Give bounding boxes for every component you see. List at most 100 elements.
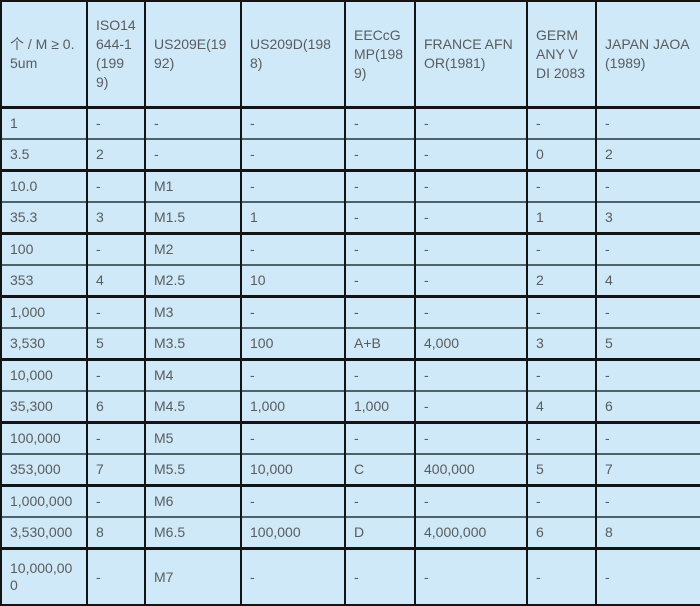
- table-cell: -: [595, 169, 700, 202]
- column-header-us209e: US209E(1992): [144, 0, 242, 109]
- table-cell: 400,000: [414, 453, 528, 486]
- table-cell: -: [240, 169, 346, 202]
- table-cell: -: [414, 138, 528, 171]
- column-header-eec-cgmp: EECcGMP(1989): [344, 0, 416, 109]
- table-cell: -: [414, 106, 528, 139]
- table-row: 353 4 M2.5 10- -2 4: [0, 264, 700, 297]
- table-cell: 1,000,000: [0, 484, 88, 517]
- table-cell: -: [240, 421, 346, 454]
- table-cell: 100: [0, 232, 88, 265]
- table-cell: -: [144, 138, 242, 171]
- table-cell: -: [86, 484, 146, 517]
- table-body: 1- - - - - - -3.5 2- - - -0 2 10.0- M1- - - - -35.3 3 M1.5 1…: [0, 106, 700, 606]
- table-cell: -: [526, 232, 597, 265]
- table-cell: -: [414, 201, 528, 234]
- table-cell: D: [344, 516, 416, 549]
- table-cell: -: [86, 547, 146, 606]
- table-cell: 35,300: [0, 390, 88, 423]
- table-row: 10,000- M4- - - - -: [0, 358, 700, 391]
- table-cell: 6: [595, 390, 700, 423]
- table-cell: 353,000: [0, 453, 88, 486]
- table-cell: -: [526, 169, 597, 202]
- table-cell: 7: [86, 453, 146, 486]
- column-header-germany-vdi: GERMANY VDI 2083: [526, 0, 597, 109]
- table-cell: 4: [595, 264, 700, 297]
- table-cell: 8: [86, 516, 146, 549]
- table-cell: 5: [526, 453, 597, 486]
- table-row: 3.5 2- - - -0 2: [0, 138, 700, 171]
- table-cell: 1: [0, 106, 88, 139]
- table-cell: 0: [526, 138, 597, 171]
- table-cell: A+B: [344, 327, 416, 360]
- table-cell: 10: [240, 264, 346, 297]
- table-row: 100- M2- - - - -: [0, 232, 700, 265]
- table-cell: -: [344, 295, 416, 328]
- table-cell: 1: [240, 201, 346, 234]
- table-cell: M7: [144, 547, 242, 606]
- table-row: 3,530,000 8 M6.5 100,000 D 4,000,000 6 8: [0, 516, 700, 549]
- table-cell: 100: [240, 327, 346, 360]
- table-cell: 3: [526, 327, 597, 360]
- table-cell: -: [414, 169, 528, 202]
- table-cell: 4,000,000: [414, 516, 528, 549]
- table-cell: -: [344, 106, 416, 139]
- table-cell: -: [414, 358, 528, 391]
- table-cell: -: [240, 232, 346, 265]
- table-cell: 3.5: [0, 138, 88, 171]
- table-cell: -: [240, 138, 346, 171]
- table-row: 35.3 3 M1.5 1- -1 3: [0, 201, 700, 234]
- table-row: 1,000- M3- - - - -: [0, 295, 700, 328]
- table-cell: 8: [595, 516, 700, 549]
- table-cell: -: [526, 421, 597, 454]
- table-row: 100,000- M5- - - - -: [0, 421, 700, 454]
- table-cell: -: [240, 295, 346, 328]
- table-cell: 6: [86, 390, 146, 423]
- table-cell: 35.3: [0, 201, 88, 234]
- table-cell: M4.5: [144, 390, 242, 423]
- table-cell: 5: [595, 327, 700, 360]
- table-cell: -: [595, 484, 700, 517]
- table-cell: 353: [0, 264, 88, 297]
- table-cell: -: [526, 547, 597, 606]
- table-cell: -: [595, 232, 700, 265]
- table-cell: -: [344, 484, 416, 517]
- table-cell: -: [414, 390, 528, 423]
- table-cell: 3,530,000: [0, 516, 88, 549]
- table-cell: -: [414, 421, 528, 454]
- table-cell: 4,000: [414, 327, 528, 360]
- table-cell: -: [344, 169, 416, 202]
- table-cell: -: [595, 358, 700, 391]
- table-cell: 1,000: [0, 295, 88, 328]
- table-cell: 10,000: [0, 358, 88, 391]
- table-cell: -: [526, 358, 597, 391]
- table-row: 3,530 5 M3.5 100 A+B 4,000 3 5: [0, 327, 700, 360]
- table-cell: 2: [86, 138, 146, 171]
- table-cell: 10.0: [0, 169, 88, 202]
- table-cell: -: [86, 295, 146, 328]
- table-cell: M5: [144, 421, 242, 454]
- table-cell: 5: [86, 327, 146, 360]
- table-cell: -: [86, 232, 146, 265]
- table-cell: -: [414, 232, 528, 265]
- table-cell: 10,000: [240, 453, 346, 486]
- table-cell: -: [240, 547, 346, 606]
- table-cell: C: [344, 453, 416, 486]
- table-row: 10.0- M1- - - - -: [0, 169, 700, 202]
- table-cell: M6: [144, 484, 242, 517]
- table-cell: M6.5: [144, 516, 242, 549]
- table-row: 1-------: [0, 106, 700, 139]
- table-cell: 2: [595, 138, 700, 171]
- column-header-particle-count: 个 / M ≥ 0.5um: [0, 0, 88, 109]
- table-cell: -: [240, 484, 346, 517]
- table-row: 10,000,000- M7- - - - -: [0, 547, 700, 606]
- table-cell: 4: [526, 390, 597, 423]
- table-cell: -: [414, 295, 528, 328]
- table-cell: -: [526, 295, 597, 328]
- table-cell: 4: [86, 264, 146, 297]
- table-cell: 3: [595, 201, 700, 234]
- table-cell: -: [240, 358, 346, 391]
- table-cell: -: [344, 232, 416, 265]
- table-cell: -: [86, 106, 146, 139]
- table-cell: -: [526, 484, 597, 517]
